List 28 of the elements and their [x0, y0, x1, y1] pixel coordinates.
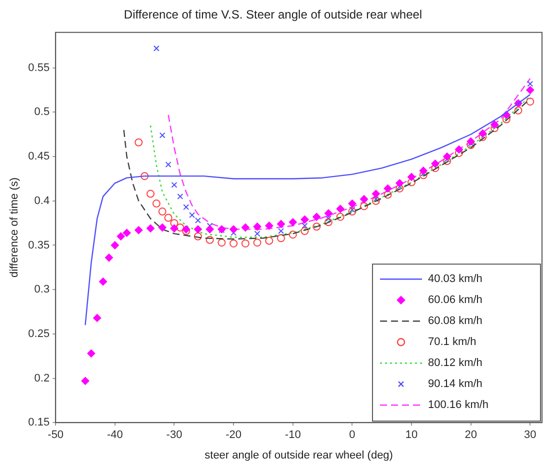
- x-axis-title: steer angle of outside rear wheel (deg): [204, 449, 393, 462]
- x-tick-label: 0: [349, 429, 356, 442]
- x-tick-label: 20: [464, 429, 477, 442]
- y-tick-label: 0.25: [28, 328, 50, 340]
- x-tick-label: -20: [226, 429, 242, 442]
- legend-label: 80.12 km/h: [428, 357, 482, 370]
- y-axis-title: difference of time (s): [8, 177, 21, 278]
- x-tick-label: -40: [106, 429, 123, 442]
- legend-label: 100.16 km/h: [428, 399, 489, 412]
- legend-label: 90.14 km/h: [428, 378, 482, 390]
- chart-title: Difference of time V.S. Steer angle of outside rear wheel: [124, 8, 422, 22]
- legend-label: 60.08 km/h: [428, 315, 482, 328]
- y-tick-label: 0.2: [34, 372, 50, 384]
- y-tick-label: 0.4: [34, 194, 50, 207]
- x-tick-label: 30: [524, 429, 536, 442]
- x-tick-label: -50: [48, 429, 64, 442]
- legend-label: 70.1 km/h: [428, 336, 476, 348]
- y-tick-label: 0.45: [28, 150, 50, 163]
- y-tick-label: 0.55: [28, 62, 50, 74]
- y-tick-label: 0.15: [28, 416, 50, 429]
- y-tick-label: 0.3: [34, 284, 50, 296]
- y-tick-label: 0.5: [34, 106, 50, 118]
- x-tick-label: -10: [284, 429, 301, 442]
- legend-label: 60.06 km/h: [428, 294, 482, 306]
- x-tick-label: 10: [405, 429, 418, 442]
- y-tick-label: 0.35: [28, 239, 50, 252]
- legend-label: 40.03 km/h: [428, 273, 482, 286]
- x-tick-label: -30: [166, 429, 182, 442]
